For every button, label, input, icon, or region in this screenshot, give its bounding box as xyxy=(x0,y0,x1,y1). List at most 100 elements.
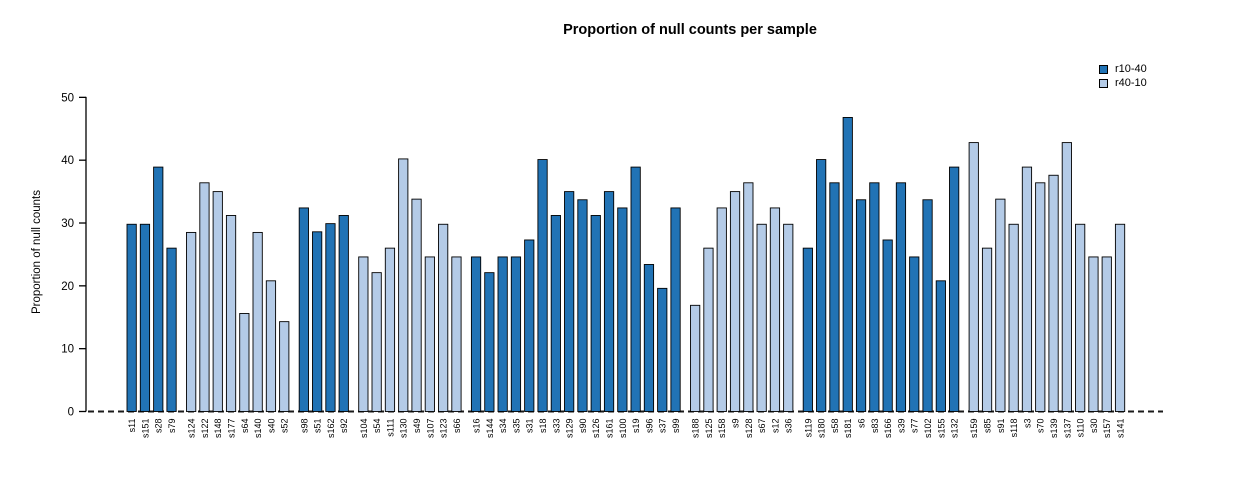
x-tick-label: s98 xyxy=(299,419,309,434)
bar-s161 xyxy=(603,191,615,412)
bar-s39 xyxy=(895,182,907,412)
legend-swatch-r40-10 xyxy=(1099,78,1108,88)
bar-s99 xyxy=(670,207,681,412)
x-tick-label: s35 xyxy=(511,419,521,434)
bar-s3 xyxy=(1021,166,1033,412)
x-tick-label: s181 xyxy=(843,419,853,439)
bar-s100 xyxy=(617,207,628,412)
x-tick-label: s157 xyxy=(1102,419,1112,439)
bar-s40 xyxy=(265,280,277,412)
x-tick-label: s177 xyxy=(226,419,236,439)
bar-s52 xyxy=(279,321,290,412)
bar-s98 xyxy=(298,207,309,412)
x-tick-label: s125 xyxy=(704,419,714,439)
x-tick-label: s151 xyxy=(140,419,150,439)
x-tick-label: s9 xyxy=(730,419,740,429)
bar-s159 xyxy=(968,142,979,412)
x-tick-label: s31 xyxy=(525,419,535,434)
bar-s157 xyxy=(1101,256,1112,412)
x-tick-label: s180 xyxy=(817,419,827,439)
x-tick-label: s137 xyxy=(1062,419,1072,439)
x-tick-label: s123 xyxy=(439,419,449,439)
x-tick-label: s67 xyxy=(757,419,767,434)
chart-title: Proportion of null counts per sample xyxy=(563,22,817,38)
bar-s128 xyxy=(743,182,754,412)
x-tick-label: s96 xyxy=(644,419,654,434)
x-tick-label: s132 xyxy=(950,419,960,439)
x-tick-label: s6 xyxy=(856,419,866,429)
x-tick-label: s70 xyxy=(1036,419,1046,434)
bar-s67 xyxy=(756,223,767,412)
bar-s151 xyxy=(139,223,151,412)
bar-s177 xyxy=(225,215,237,412)
y-tick-label: 40 xyxy=(61,155,74,167)
x-tick-label: s79 xyxy=(167,419,177,434)
bar-s125 xyxy=(703,247,714,412)
x-tick-label: s77 xyxy=(910,419,920,434)
bar-s85 xyxy=(981,247,993,412)
x-tick-label: s34 xyxy=(498,419,508,434)
x-tick-label: s58 xyxy=(830,419,840,434)
bar-s129 xyxy=(564,191,575,412)
x-tick-label: s161 xyxy=(604,419,614,439)
bar-s104 xyxy=(358,256,369,412)
x-tick-label: s11 xyxy=(127,419,137,433)
x-tick-label: s140 xyxy=(253,419,263,439)
x-tick-label: s18 xyxy=(538,419,548,434)
bar-s92 xyxy=(338,215,349,412)
bar-s119 xyxy=(802,247,813,412)
bar-s166 xyxy=(882,239,893,412)
bar-s96 xyxy=(643,264,655,412)
x-tick-label: s83 xyxy=(870,419,880,434)
x-tick-label: s110 xyxy=(1076,419,1086,438)
x-tick-label: s3 xyxy=(1022,419,1032,429)
y-tick-label: 10 xyxy=(61,344,74,356)
bar-s181 xyxy=(842,117,853,412)
y-axis-title: Proportion of null counts xyxy=(31,189,43,315)
x-tick-label: s159 xyxy=(969,419,979,439)
bar-s83 xyxy=(869,182,880,412)
x-tick-label: s54 xyxy=(372,419,382,434)
bar-s28 xyxy=(153,166,164,412)
x-tick-label: s155 xyxy=(936,419,946,439)
x-tick-label: s19 xyxy=(631,419,641,434)
legend-item-r10-40: r10-40 xyxy=(1099,62,1147,76)
x-tick-label: s148 xyxy=(213,419,223,439)
bar-s19 xyxy=(630,166,641,412)
bar-s11 xyxy=(126,223,137,412)
x-tick-label: s128 xyxy=(744,419,754,439)
bar-s64 xyxy=(239,313,250,412)
bar-s158 xyxy=(716,207,727,412)
x-tick-label: s107 xyxy=(425,419,435,439)
bar-s37 xyxy=(657,287,668,412)
bar-s54 xyxy=(371,272,382,412)
x-tick-label: s12 xyxy=(770,419,780,434)
bar-s132 xyxy=(949,166,960,412)
bar-s102 xyxy=(922,199,933,412)
x-tick-label: s124 xyxy=(187,419,197,439)
legend-swatch-r10-40 xyxy=(1099,64,1108,74)
x-tick-label: s39 xyxy=(896,419,906,434)
x-tick-label: s126 xyxy=(591,419,601,439)
bar-s79 xyxy=(166,247,177,412)
bar-s126 xyxy=(590,215,601,412)
bar-s110 xyxy=(1075,223,1086,412)
x-tick-label: s51 xyxy=(313,419,323,434)
bar-s33 xyxy=(550,215,561,412)
x-tick-label: s100 xyxy=(618,419,628,439)
x-tick-label: s158 xyxy=(717,419,727,439)
x-tick-label: s102 xyxy=(923,419,933,439)
x-tick-label: s91 xyxy=(996,419,1006,434)
x-tick-label: s85 xyxy=(982,419,992,434)
x-tick-label: s52 xyxy=(280,419,290,434)
bar-s118 xyxy=(1008,223,1019,412)
x-tick-label: s49 xyxy=(412,419,422,434)
bar-s51 xyxy=(312,231,323,412)
bar-s58 xyxy=(829,182,840,412)
x-tick-label: s162 xyxy=(326,419,336,439)
x-tick-label: s119 xyxy=(803,419,813,438)
x-tick-label: s104 xyxy=(359,419,369,439)
bar-s123 xyxy=(438,223,449,412)
